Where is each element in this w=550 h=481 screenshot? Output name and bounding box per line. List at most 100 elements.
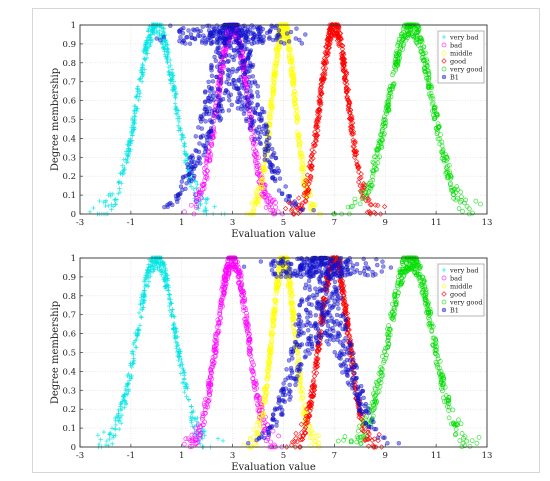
data-point [428,84,434,90]
data-point [91,205,96,211]
data-point [125,156,130,162]
data-point [132,113,137,119]
data-point [175,199,180,204]
data-points [87,22,483,217]
data-point [204,158,210,164]
data-point [259,176,265,182]
data-point [320,76,327,82]
data-point [323,43,330,50]
data-point [261,169,267,174]
data-point [260,173,265,179]
data-point [197,190,203,195]
data-point [266,204,272,209]
data-point [177,28,182,33]
data-point [264,137,270,143]
data-point [288,67,294,73]
data-point [313,137,319,144]
data-point [353,149,359,155]
data-point [196,197,202,202]
data-point [401,34,407,39]
data-point [260,165,266,171]
data-point [252,119,257,124]
data-point [250,74,256,79]
data-point [318,90,324,96]
data-point [234,27,240,33]
data-point [168,23,173,28]
data-point [200,187,205,192]
data-point [339,55,346,62]
data-point [182,158,188,164]
data-point [203,205,208,211]
data-point [363,190,369,195]
data-point [326,28,333,35]
data-point [291,83,296,89]
data-point [356,169,362,175]
data-point [119,181,124,186]
data-point [251,134,257,139]
data-point [344,94,350,100]
data-point [191,166,197,171]
data-point [217,30,223,35]
data-point [387,90,393,96]
data-point [251,206,257,212]
data-point [273,178,278,184]
data-point [251,129,257,134]
data-point [254,199,260,205]
data-point [352,138,358,145]
data-point [216,94,222,99]
data-point [218,80,224,85]
data-point [268,207,273,213]
data-point [266,131,272,136]
data-point [258,112,263,117]
data-point [357,183,363,189]
data-point [139,74,145,79]
data-point [307,178,313,184]
data-point [131,120,136,125]
data-point [300,175,306,181]
data-point [317,97,323,103]
data-point [279,191,285,197]
data-point [256,155,261,161]
data-point [386,106,391,112]
data-point [217,61,222,67]
data-point [173,106,179,111]
data-point [221,47,226,52]
data-point [244,66,249,71]
data-point [426,91,432,97]
data-point [382,120,388,125]
data-point [431,116,437,122]
data-point [439,143,445,149]
data-point [181,38,186,43]
data-point [215,109,220,114]
data-point [262,157,267,162]
data-point [246,79,252,85]
data-point [156,35,162,41]
data-point [220,49,225,55]
data-point [243,29,249,35]
data-point [178,35,183,40]
data-point [166,70,172,75]
data-point [291,211,297,217]
data-point [221,63,226,69]
data-point [157,28,162,33]
data-point [170,75,175,80]
data-point [120,172,125,177]
data-point [194,203,199,208]
data-point [346,99,352,105]
data-point [383,117,388,123]
data-point [218,75,224,80]
data-point [379,145,385,150]
data-point [390,72,395,78]
data-point [234,38,240,43]
legend-label: very good [449,65,483,73]
data-point [453,190,459,195]
data-point [288,29,294,35]
data-point [303,32,308,37]
data-point [381,116,387,122]
data-point [349,123,355,130]
data-point [271,72,277,78]
data-point [165,55,170,60]
data-point [169,67,175,72]
data-point [265,157,270,163]
data-point [250,123,255,128]
